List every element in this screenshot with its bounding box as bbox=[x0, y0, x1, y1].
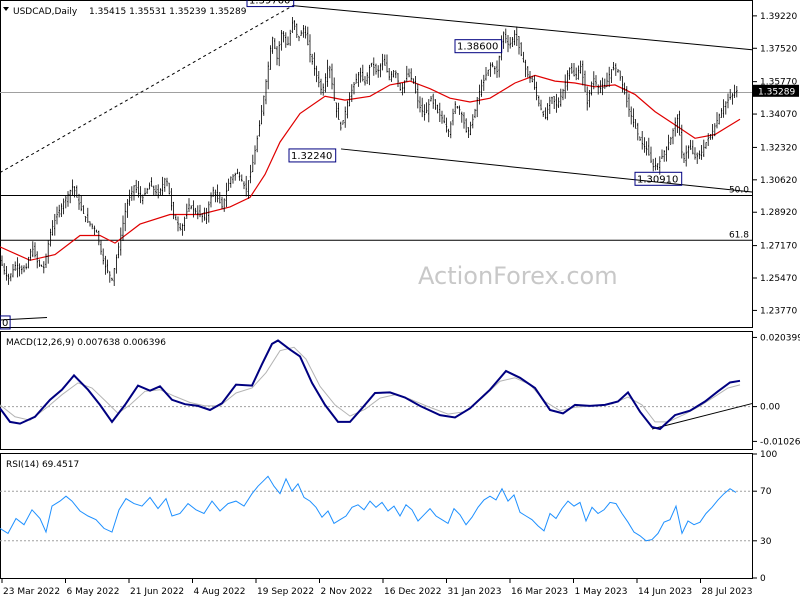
xtick-2: 21 Jun 2022 bbox=[130, 587, 184, 597]
xtick-0: 23 Mar 2022 bbox=[3, 587, 60, 597]
xtick-5: 2 Nov 2022 bbox=[321, 587, 373, 597]
price-ytick-9: 1.23770 bbox=[760, 306, 797, 316]
rsi-ytick-0: 100 bbox=[760, 450, 777, 460]
price-ytick-2: 1.35770 bbox=[760, 78, 797, 88]
macd-ytick-0: 0.020399 bbox=[760, 333, 800, 343]
annotation-box-1 bbox=[454, 39, 503, 54]
annotation-box-2 bbox=[288, 148, 337, 163]
trendline-1 bbox=[292, 5, 753, 51]
price-ytick-0: 1.39220 bbox=[760, 12, 797, 22]
xtick-9: 1 May 2023 bbox=[575, 587, 628, 597]
macd-line bbox=[0, 339, 741, 431]
annotation-box-3 bbox=[634, 171, 683, 186]
annotation-box-0 bbox=[246, 0, 295, 8]
trendline-2 bbox=[340, 148, 753, 193]
price-ytick-4: 1.32320 bbox=[760, 143, 797, 153]
watermark: ActionForex.com bbox=[418, 262, 618, 290]
xtick-8: 16 Mar 2023 bbox=[511, 587, 568, 597]
rsi-ytick-3: 0 bbox=[760, 574, 766, 584]
annotation-4: 0 bbox=[2, 318, 8, 329]
annotation-box-4 bbox=[0, 315, 11, 330]
rsi-line bbox=[0, 475, 737, 542]
rsi-ytick-1: 70 bbox=[760, 487, 772, 497]
current-price-label: 1.35289 bbox=[758, 87, 795, 97]
price-ytick-6: 1.28920 bbox=[760, 208, 797, 218]
macd-title: MACD(12,26,9) 0.007638 0.006396 bbox=[6, 338, 166, 348]
level-label-1: 61.8 bbox=[729, 230, 749, 240]
xtick-7: 31 Jan 2023 bbox=[448, 587, 502, 597]
xtick-11: 28 Jul 2023 bbox=[702, 587, 753, 597]
rsi-panel: RSI(14) 69.4517 100 70 30 0 bbox=[0, 450, 777, 584]
xtick-6: 16 Dec 2022 bbox=[384, 587, 442, 597]
price-panel: USDCAD,Daily 1.35415 1.35531 1.35239 1.3… bbox=[0, 0, 799, 330]
macd-trendline-0 bbox=[651, 403, 753, 430]
menu-arrow-icon[interactable] bbox=[3, 7, 9, 11]
annotation-2: 1.32240 bbox=[291, 151, 332, 162]
price-ytick-8: 1.25470 bbox=[760, 274, 797, 284]
x-axis: 23 Mar 2022 6 May 2022 21 Jun 2022 4 Aug 20… bbox=[1, 578, 753, 597]
price-ohlc-header: 1.35415 1.35531 1.35239 1.35289 bbox=[89, 7, 247, 17]
price-ytick-5: 1.30620 bbox=[760, 176, 797, 186]
rsi-title: RSI(14) 69.4517 bbox=[6, 460, 79, 470]
xtick-1: 6 May 2022 bbox=[67, 587, 120, 597]
xtick-3: 4 Aug 2022 bbox=[194, 587, 246, 597]
annotation-3: 1.30910 bbox=[637, 174, 678, 185]
annotation-0: 1.39760 bbox=[249, 0, 290, 7]
annotation-1: 1.38600 bbox=[457, 42, 498, 53]
macd-ytick-2: -0.01026 bbox=[760, 437, 800, 447]
macd-panel: MACD(12,26,9) 0.007638 0.006396 0.020399… bbox=[0, 331, 800, 450]
xtick-10: 14 Jun 2023 bbox=[638, 587, 692, 597]
price-ytick-3: 1.34070 bbox=[760, 110, 797, 120]
price-ytick-7: 1.27170 bbox=[760, 242, 797, 252]
moving-average-line bbox=[0, 74, 741, 261]
trendline-3 bbox=[0, 316, 48, 321]
trendline-0 bbox=[0, 5, 294, 174]
xtick-4: 19 Sep 2022 bbox=[257, 587, 314, 597]
current-price-box bbox=[753, 84, 799, 97]
rsi-ytick-2: 30 bbox=[760, 537, 772, 547]
macd-ytick-1: 0.00 bbox=[760, 403, 780, 413]
price-ytick-1: 1.37520 bbox=[760, 44, 797, 54]
price-chart-title: USDCAD,Daily bbox=[13, 7, 78, 17]
